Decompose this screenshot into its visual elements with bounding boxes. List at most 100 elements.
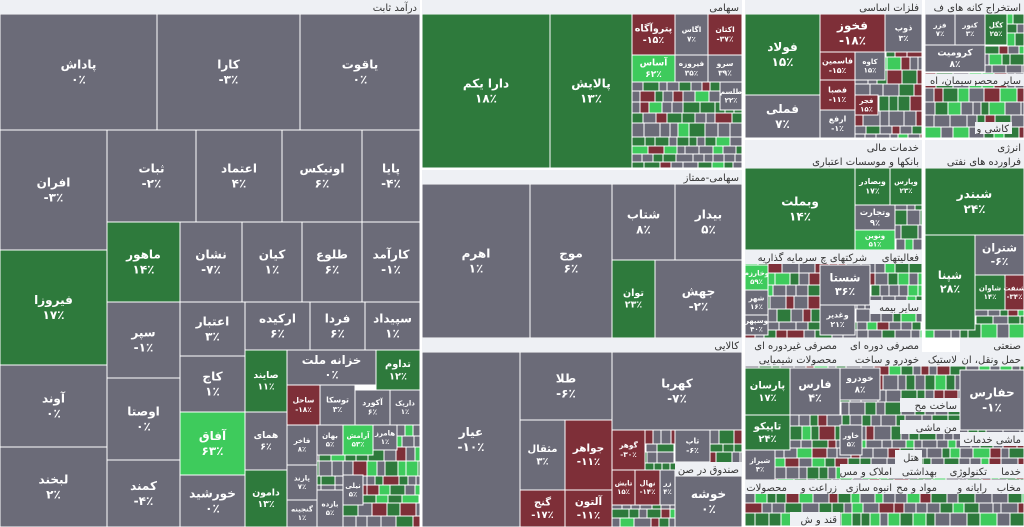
filler-tile: [860, 512, 871, 527]
filler-tile: [1000, 502, 1019, 514]
filler-tile: [999, 87, 1018, 103]
filler-tile: [963, 502, 980, 514]
filler-tile: [401, 435, 415, 448]
tile-name: افران: [37, 175, 71, 189]
tile-name: کگل: [989, 20, 1004, 29]
filler-tile: [784, 457, 800, 468]
filler-tile: [988, 101, 1006, 116]
filler-tile: [912, 365, 922, 376]
tile-name: وغدیر: [825, 310, 849, 319]
tile-name: خزانه ملت: [302, 353, 361, 368]
stock-tile: کمند-۴٪: [106, 459, 181, 527]
stock-tile: سپر-۱٪: [106, 301, 181, 379]
tile-change: ۱۴٪: [984, 293, 997, 301]
tile-change: -۱٪: [134, 340, 154, 354]
section-title: رایانه و: [956, 483, 987, 494]
tile-name: آوند: [42, 390, 66, 406]
tile-name: فصبا: [828, 85, 847, 94]
tile-box: [319, 384, 356, 426]
filler-tile: [1016, 87, 1024, 103]
filler-tile: [776, 308, 792, 323]
filler-tile: [414, 446, 421, 462]
filler-tile: [734, 153, 743, 163]
filler-tile: [714, 112, 733, 124]
tile-change: ۱٪: [401, 408, 410, 416]
filler-tile: [1001, 53, 1011, 66]
tile-box: [707, 13, 743, 56]
filler-tile: [1018, 45, 1024, 55]
section-title: فعالیتهای: [882, 253, 919, 264]
tile-change: ۵٪: [326, 441, 335, 449]
filler-tile: [688, 122, 706, 138]
filler-tile: [874, 272, 889, 286]
filler-tile: [731, 451, 741, 464]
filler-tile: [682, 161, 699, 169]
filler-tile: [658, 81, 668, 92]
filler-tile: [897, 133, 909, 139]
filler-tile: [709, 443, 724, 453]
filler-tile: [399, 502, 417, 517]
tile-name: شنفت: [1003, 284, 1024, 292]
tile-box: [564, 489, 613, 527]
filler-tile: [1004, 101, 1022, 116]
filler-tile: [723, 161, 734, 169]
filler-tile: [775, 329, 788, 339]
tile-change: ۸٪: [855, 385, 866, 395]
filler-tile: [366, 475, 376, 486]
tile-box: [342, 474, 364, 506]
filler-tile: [694, 112, 707, 124]
stock-tile: افران-۳٪: [0, 129, 108, 251]
filler-tile: [942, 87, 959, 103]
tile-box: [854, 167, 891, 206]
filler-tile: [919, 329, 923, 339]
filler-tile: [366, 460, 378, 477]
filler-tile: [917, 56, 923, 71]
filler-tile: [851, 502, 864, 514]
filler-tile: [926, 502, 941, 514]
filler-tile: [648, 101, 663, 114]
filler-tile: [890, 425, 902, 441]
tile-change: ۵٪: [701, 222, 716, 236]
section-header: [422, 338, 742, 352]
section-header: [900, 398, 960, 412]
filler-tile: [870, 284, 881, 297]
tile-box: [0, 13, 158, 131]
tile-name: همای: [254, 430, 279, 441]
tile-name: فخوز: [836, 18, 868, 33]
section-header: [895, 450, 922, 464]
section-header: [745, 140, 922, 154]
filler-tile: [798, 272, 810, 286]
filler-tile: [824, 457, 836, 468]
section-header: [820, 250, 870, 264]
filler-tile: [355, 515, 368, 527]
filler-tile: [670, 161, 684, 169]
filler-tile: [802, 308, 812, 323]
stock-tile: ارفع-۱٪: [819, 109, 856, 139]
section-title: سهامی-ممتاز: [683, 173, 739, 184]
tile-change: ۱۸٪: [475, 91, 497, 105]
tile-box: [974, 274, 1006, 311]
section-title: من ماشی: [916, 423, 957, 434]
filler-tile: [811, 447, 828, 459]
filler-tile: [631, 153, 643, 163]
filler-tile: [831, 502, 845, 514]
filler-tile: [882, 83, 900, 97]
filler-tile: [939, 502, 954, 514]
tile-name: وسپهر: [744, 317, 768, 325]
filler-tile: [643, 122, 661, 138]
